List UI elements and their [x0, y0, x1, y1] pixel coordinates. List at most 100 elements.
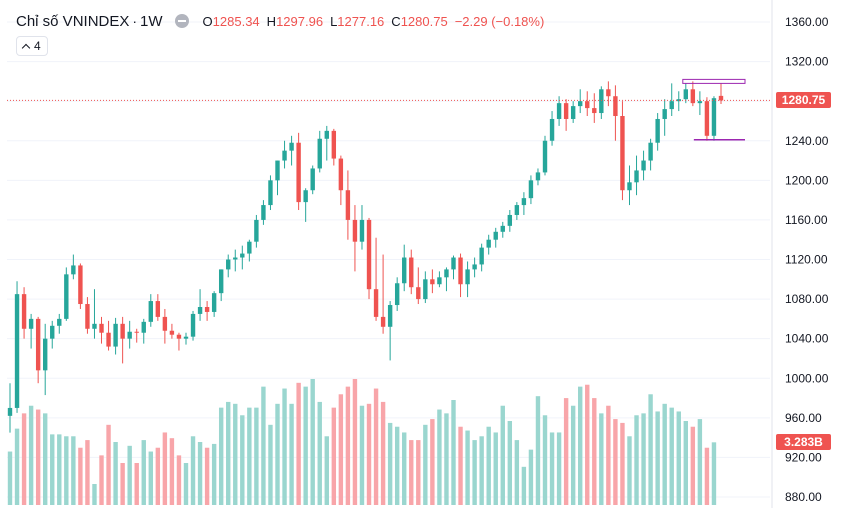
- volume-bar: [373, 388, 379, 505]
- candle: [352, 205, 358, 272]
- candle-body: [183, 336, 189, 339]
- volume-bar: [711, 442, 717, 505]
- volume-bar: [7, 451, 13, 505]
- high-value: 1297.96: [276, 13, 324, 29]
- price-tick-label: 960.00: [785, 411, 822, 425]
- volume-bar: [99, 455, 104, 505]
- candle: [218, 269, 224, 302]
- candle: [458, 253, 463, 298]
- candle: [585, 91, 590, 117]
- candle: [690, 81, 696, 107]
- volume-bar: [697, 419, 703, 505]
- interval-label[interactable]: 1W: [140, 12, 163, 30]
- close-value: 1280.75: [400, 13, 448, 29]
- price-tick-label: 880.00: [785, 490, 822, 504]
- price-tick-label: 1320.00: [785, 55, 829, 69]
- volume-bar: [120, 463, 125, 505]
- volume-bar: [211, 443, 217, 505]
- volume-bar: [549, 432, 555, 505]
- candle: [535, 168, 541, 186]
- candle: [676, 91, 681, 112]
- volume-bar: [289, 403, 294, 505]
- volume-bar: [606, 405, 611, 505]
- candle: [444, 267, 449, 292]
- candle: [197, 289, 203, 321]
- volume-bar: [148, 451, 153, 505]
- volume-bar: [310, 379, 315, 505]
- candle-body: [465, 269, 470, 285]
- candle: [120, 316, 125, 364]
- volume-bar: [613, 419, 618, 505]
- candle: [85, 297, 90, 334]
- candle-body: [141, 321, 146, 333]
- volume-bar: [394, 426, 400, 505]
- candle-body: [176, 334, 182, 339]
- close-key: C: [391, 13, 401, 29]
- candle-body: [254, 219, 259, 242]
- volume-bar: [592, 398, 597, 505]
- candle-body: [479, 247, 484, 265]
- candle-body: [99, 323, 104, 333]
- candle-body: [247, 241, 252, 254]
- open-key: O: [202, 13, 213, 29]
- candle: [176, 332, 182, 351]
- candle-body: [197, 307, 203, 314]
- volume-bar: [669, 407, 674, 505]
- indicators-toggle-button[interactable]: 4: [16, 36, 48, 56]
- volume-bar: [451, 400, 456, 505]
- candle: [310, 165, 315, 195]
- candle-body: [331, 130, 337, 159]
- candle-body: [296, 142, 301, 203]
- candle: [416, 267, 421, 305]
- candle: [514, 202, 520, 220]
- candle-body: [486, 239, 491, 248]
- candle-body: [620, 116, 625, 191]
- volume-bar: [303, 386, 308, 505]
- candle: [275, 160, 280, 196]
- candle: [106, 320, 111, 351]
- candle: [648, 138, 653, 171]
- hide-indicators-icon[interactable]: [174, 14, 189, 28]
- candles: [7, 81, 724, 433]
- candle: [155, 294, 161, 321]
- candle: [402, 244, 407, 292]
- candle-body: [380, 316, 386, 327]
- candle: [190, 310, 196, 341]
- volume-bar: [247, 407, 252, 505]
- candle: [451, 255, 456, 280]
- volume-bar: [226, 401, 231, 505]
- volume-bar: [486, 426, 491, 505]
- candle: [324, 125, 329, 161]
- candle: [247, 239, 252, 262]
- candle: [387, 301, 393, 361]
- candle: [437, 271, 442, 288]
- change-value: −2.29 (−0.18%): [454, 13, 545, 29]
- volume-bar: [28, 405, 34, 505]
- volume-bar: [521, 466, 527, 505]
- symbol-name[interactable]: Chỉ số VNINDEX: [16, 12, 130, 30]
- candle: [655, 113, 660, 151]
- candle-body: [683, 89, 689, 100]
- candle: [549, 111, 555, 146]
- price-tick-label: 1360.00: [785, 15, 829, 29]
- volume-bar: [261, 386, 266, 505]
- candle: [592, 93, 597, 123]
- candle-body: [64, 274, 69, 319]
- candle-body: [7, 407, 13, 416]
- candle: [226, 254, 231, 278]
- candle-body: [85, 304, 90, 329]
- candle-body: [613, 96, 618, 117]
- candle: [620, 101, 625, 201]
- volume-bar: [127, 445, 132, 505]
- volume-bar: [690, 426, 696, 505]
- price-tick-label: 1120.00: [785, 253, 828, 267]
- volume-bar: [338, 394, 344, 505]
- volume-bar: [585, 384, 590, 505]
- candle: [148, 294, 153, 327]
- candle: [366, 217, 372, 300]
- candle-body: [373, 289, 379, 317]
- candle: [240, 245, 245, 270]
- candle-body: [599, 89, 604, 114]
